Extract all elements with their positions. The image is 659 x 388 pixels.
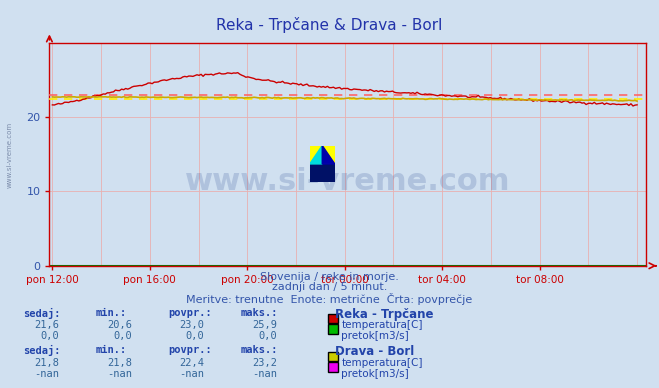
Text: Reka - Trpčane: Reka - Trpčane <box>335 308 433 321</box>
Text: 25,9: 25,9 <box>252 320 277 330</box>
Bar <box>310 164 335 182</box>
Text: -nan: -nan <box>179 369 204 379</box>
Text: sedaj:: sedaj: <box>23 345 61 356</box>
Text: 0,0: 0,0 <box>113 331 132 341</box>
Text: min.:: min.: <box>96 345 127 355</box>
Text: Meritve: trenutne  Enote: metrične  Črta: povprečje: Meritve: trenutne Enote: metrične Črta: … <box>186 293 473 305</box>
Text: temperatura[C]: temperatura[C] <box>341 358 423 368</box>
Text: 0,0: 0,0 <box>258 331 277 341</box>
Text: www.si-vreme.com: www.si-vreme.com <box>7 122 13 188</box>
Text: 0,0: 0,0 <box>41 331 59 341</box>
Text: 21,6: 21,6 <box>34 320 59 330</box>
Text: povpr.:: povpr.: <box>168 308 212 318</box>
Text: temperatura[C]: temperatura[C] <box>341 320 423 330</box>
Text: 23,0: 23,0 <box>179 320 204 330</box>
Text: 22,4: 22,4 <box>179 358 204 368</box>
Text: min.:: min.: <box>96 308 127 318</box>
Polygon shape <box>310 146 322 164</box>
Text: maks.:: maks.: <box>241 308 278 318</box>
Text: 23,2: 23,2 <box>252 358 277 368</box>
Text: pretok[m3/s]: pretok[m3/s] <box>341 331 409 341</box>
Text: -nan: -nan <box>34 369 59 379</box>
Text: -nan: -nan <box>107 369 132 379</box>
Text: maks.:: maks.: <box>241 345 278 355</box>
Text: Drava - Borl: Drava - Borl <box>335 345 414 359</box>
Text: 21,8: 21,8 <box>34 358 59 368</box>
Text: zadnji dan / 5 minut.: zadnji dan / 5 minut. <box>272 282 387 293</box>
Text: sedaj:: sedaj: <box>23 308 61 319</box>
Polygon shape <box>322 146 335 164</box>
Text: -nan: -nan <box>252 369 277 379</box>
Text: pretok[m3/s]: pretok[m3/s] <box>341 369 409 379</box>
Text: www.si-vreme.com: www.si-vreme.com <box>185 166 510 196</box>
Text: Slovenija / reke in morje.: Slovenija / reke in morje. <box>260 272 399 282</box>
Text: povpr.:: povpr.: <box>168 345 212 355</box>
Text: 20,6: 20,6 <box>107 320 132 330</box>
Text: 21,8: 21,8 <box>107 358 132 368</box>
Text: Reka - Trpčane & Drava - Borl: Reka - Trpčane & Drava - Borl <box>216 17 443 33</box>
Bar <box>310 146 335 164</box>
Text: 0,0: 0,0 <box>186 331 204 341</box>
